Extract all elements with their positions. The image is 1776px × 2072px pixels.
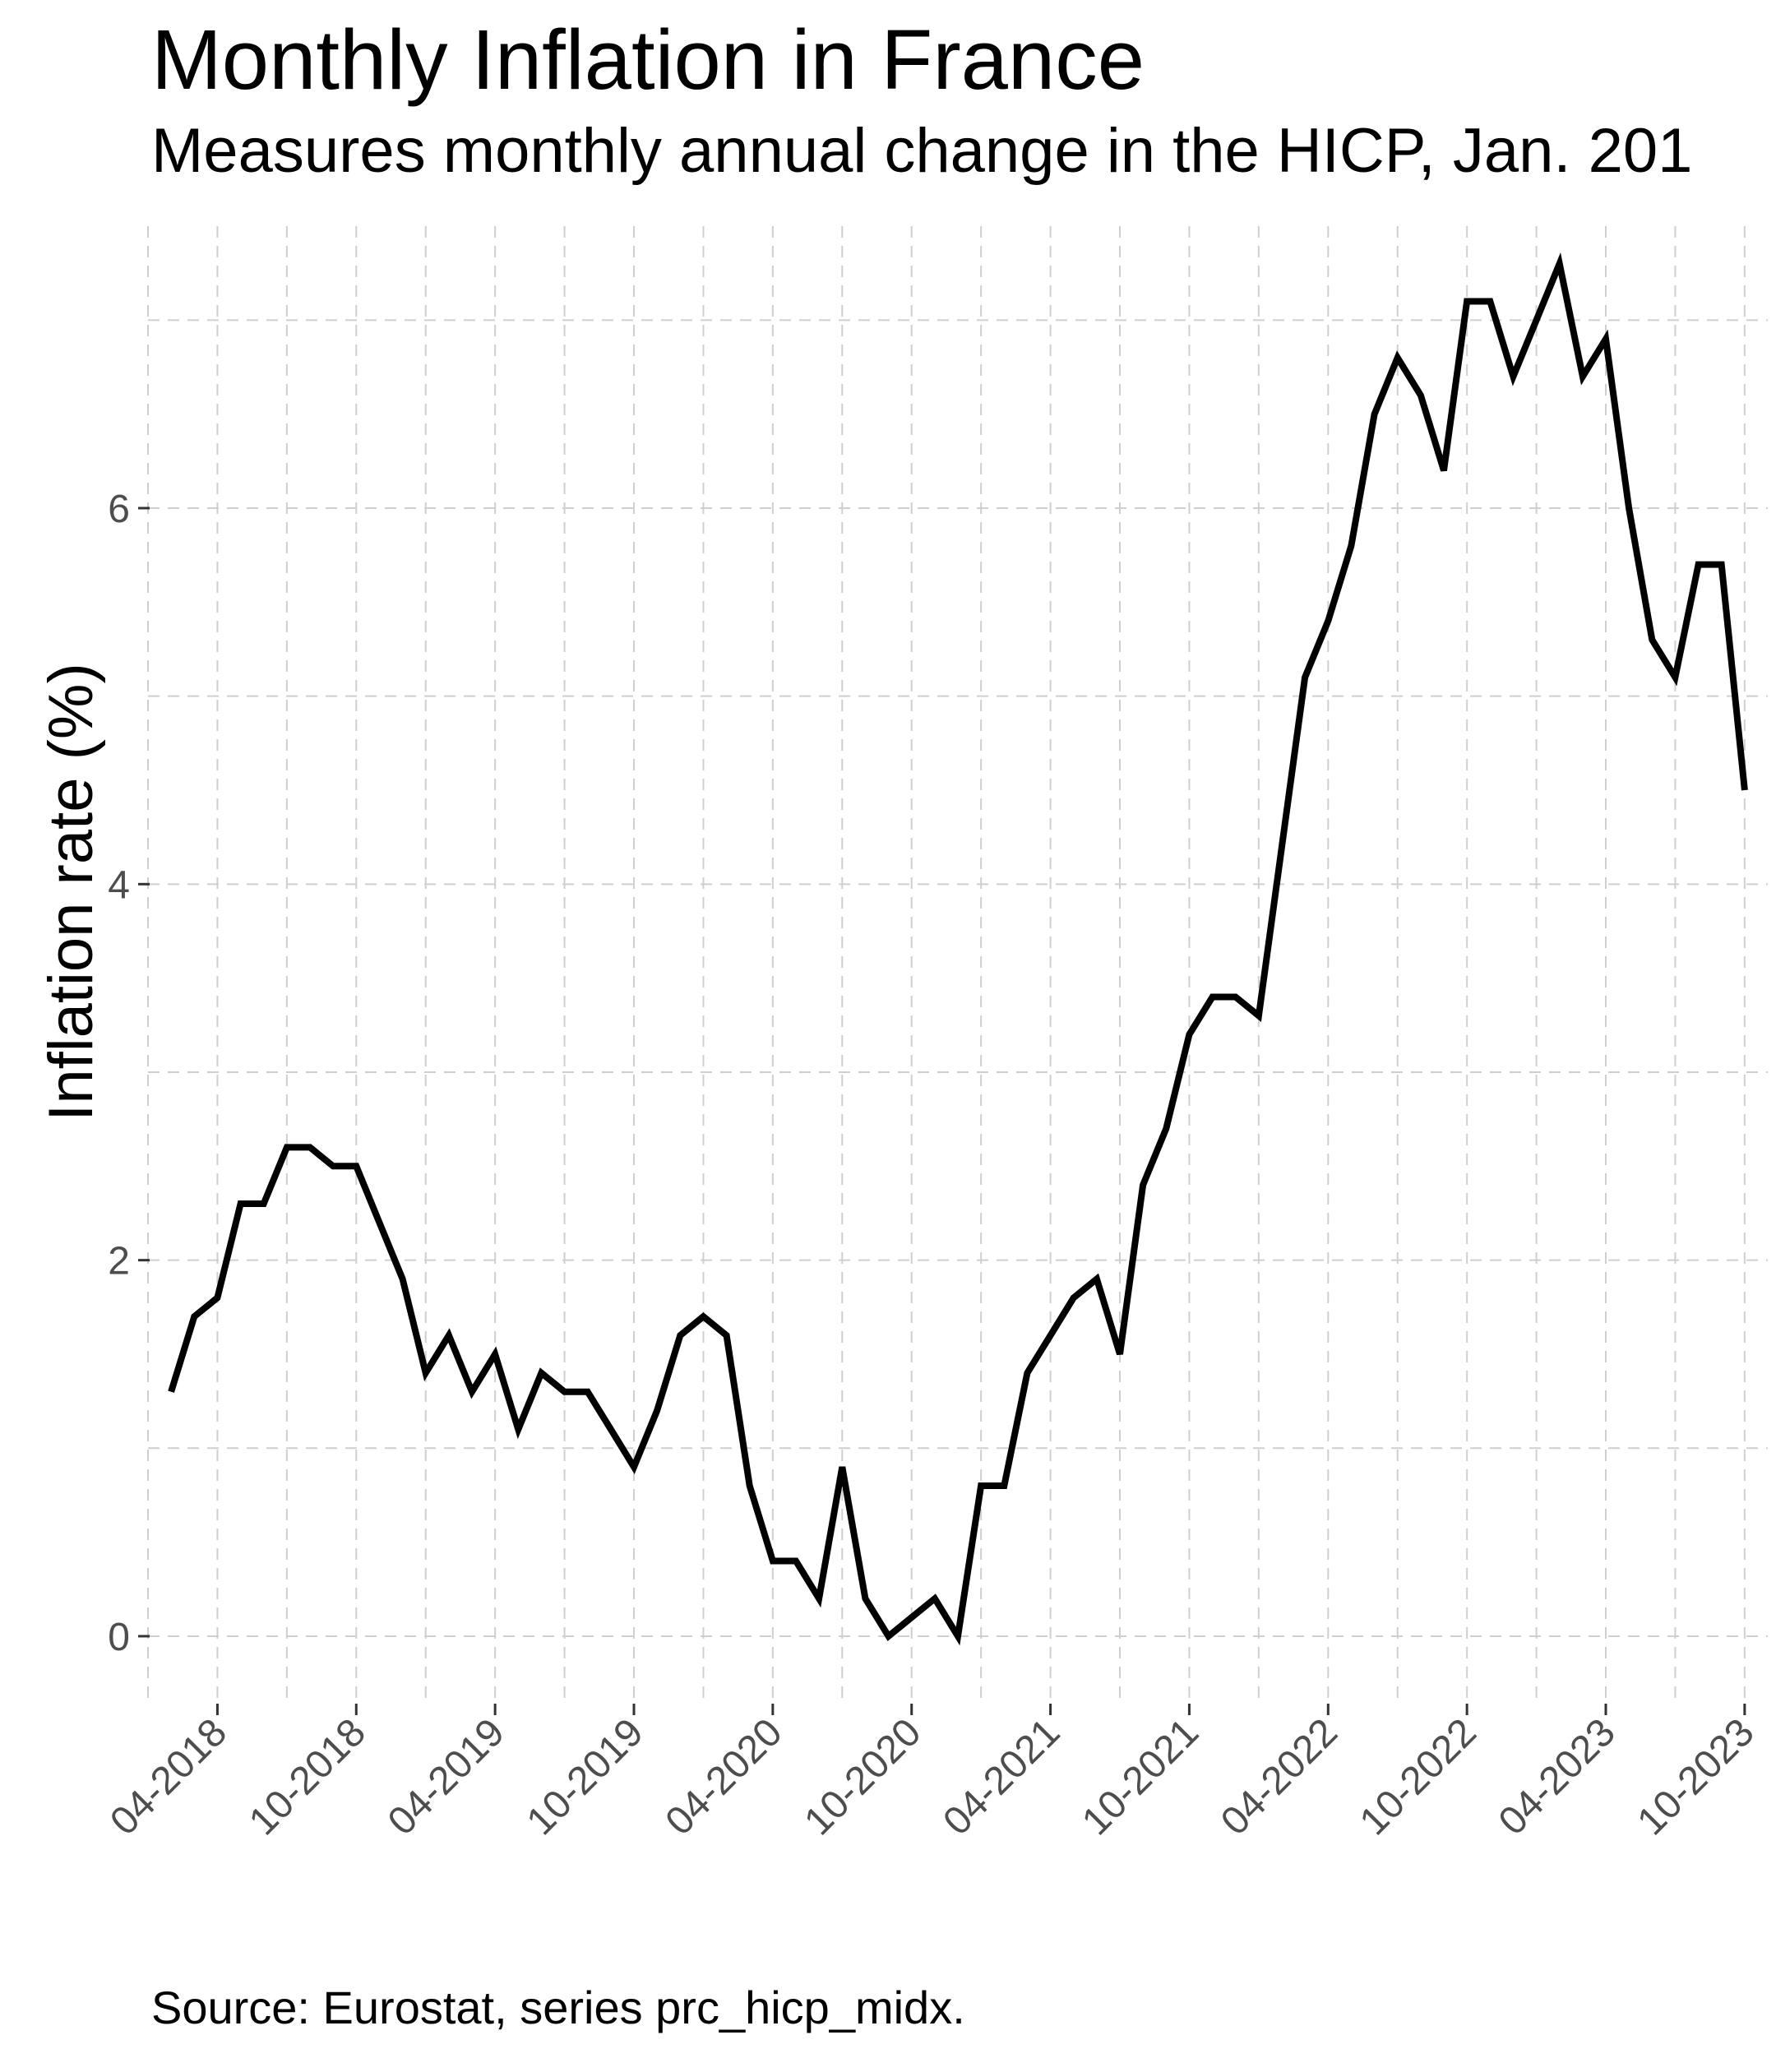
series-line xyxy=(168,252,1748,1646)
x-tick-label: 10-2020 xyxy=(796,1710,929,1843)
x-axis: 04-2018 10-2018 04-2019 10-2019 04-2020 10-20… xyxy=(102,1704,1763,1843)
major-gridlines xyxy=(148,226,1768,1702)
y-axis: 0 2 4 6 xyxy=(108,488,150,1659)
y-tick-label: 4 xyxy=(108,863,130,907)
source-caption: Source: Eurostat, series prc_hicp_midx. xyxy=(151,1982,965,2033)
y-tick-label: 2 xyxy=(108,1240,130,1283)
x-tick-label: 10-2018 xyxy=(241,1710,374,1843)
x-tick-label: 04-2021 xyxy=(935,1710,1068,1843)
y-tick-label: 0 xyxy=(108,1616,130,1659)
y-tick-label: 6 xyxy=(108,488,130,531)
x-tick-label: 04-2019 xyxy=(380,1710,513,1843)
x-tick-label: 04-2022 xyxy=(1213,1710,1346,1843)
chart-subtitle: Measures monthly annual change in the HI… xyxy=(151,116,1693,186)
x-tick-label: 04-2020 xyxy=(658,1710,791,1843)
x-tick-label: 10-2021 xyxy=(1074,1710,1207,1843)
x-tick-label: 04-2018 xyxy=(102,1710,235,1843)
x-tick-label: 10-2023 xyxy=(1630,1710,1763,1843)
series-group xyxy=(168,252,1748,1646)
x-tick-label: 10-2019 xyxy=(519,1710,652,1843)
x-tick-label: 04-2023 xyxy=(1491,1710,1624,1843)
x-tick-label: 10-2022 xyxy=(1352,1710,1485,1843)
y-axis-label: Inflation rate (%) xyxy=(36,663,106,1122)
chart-title: Monthly Inflation in France xyxy=(151,12,1145,107)
minor-gridlines xyxy=(147,226,1768,1702)
